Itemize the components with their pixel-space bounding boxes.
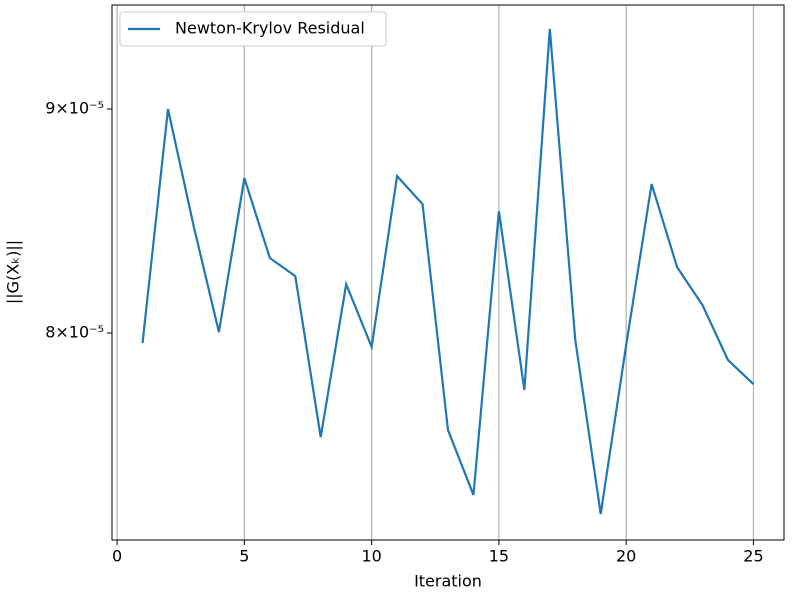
- legend-label: Newton-Krylov Residual: [175, 19, 365, 38]
- x-axis-label: Iteration: [414, 572, 482, 591]
- legend-box: [119, 11, 387, 47]
- y-tick-label: 8×10⁻⁵: [45, 323, 104, 342]
- x-tick-label: 25: [743, 547, 763, 566]
- x-tick-label: 20: [616, 547, 636, 566]
- line-series: [141, 28, 755, 515]
- x-tick-label: 15: [489, 547, 509, 566]
- x-tick-label: 10: [361, 547, 381, 566]
- y-axis-label: ||G(Xₖ)||: [4, 240, 23, 304]
- x-tick-label: 5: [239, 547, 249, 566]
- plot-frame: [111, 4, 785, 541]
- y-tick-label: 9×10⁻⁵: [45, 99, 104, 118]
- x-tick-label: 0: [112, 547, 122, 566]
